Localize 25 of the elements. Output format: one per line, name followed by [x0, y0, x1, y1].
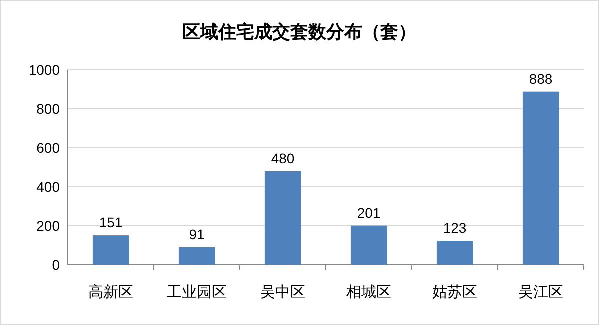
data-label: 91: [189, 226, 205, 242]
bar: [350, 226, 388, 265]
data-label: 201: [357, 204, 381, 221]
bar: [436, 241, 474, 265]
bar: [264, 171, 302, 265]
chart-title: 区域住宅成交套数分布（套）: [182, 22, 416, 42]
x-tick-label: 吴中区: [260, 284, 306, 301]
y-tick-label: 600: [36, 140, 60, 156]
data-label: 123: [443, 220, 467, 236]
bar: [92, 236, 130, 265]
bar: [522, 92, 560, 265]
x-tick-label: 相城区: [346, 284, 392, 301]
data-label: 480: [271, 150, 295, 166]
data-label: 151: [99, 214, 123, 231]
x-tick-label: 工业园区: [167, 284, 227, 301]
y-tick-label: 1000: [28, 62, 60, 78]
y-tick-label: 200: [36, 218, 60, 234]
y-tick-label: 400: [36, 179, 60, 195]
bar: [178, 247, 216, 265]
x-tick-label: 姑苏区: [432, 284, 478, 301]
x-tick-label: 吴江区: [518, 284, 564, 301]
data-label: 888: [529, 70, 553, 87]
y-tick-label: 800: [36, 101, 60, 117]
y-tick-label: 0: [52, 257, 60, 273]
x-tick-label: 高新区: [88, 284, 134, 301]
